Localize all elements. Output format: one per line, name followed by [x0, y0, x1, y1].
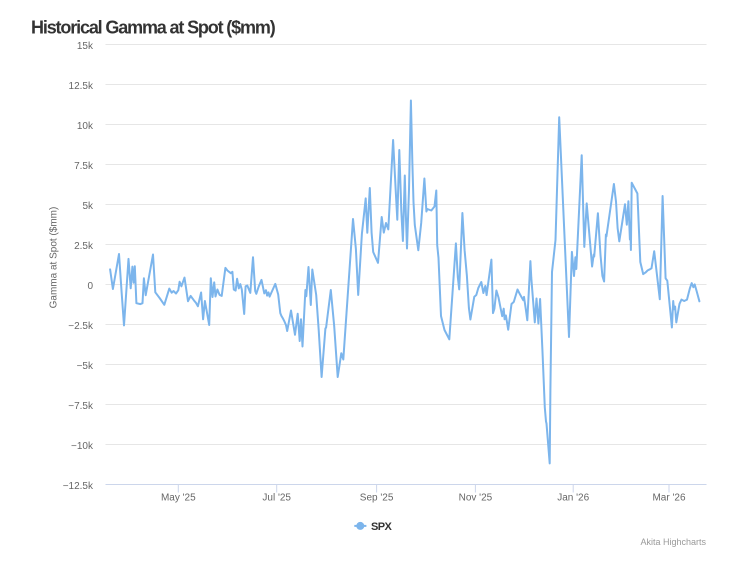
svg-text:12.5k: 12.5k: [69, 81, 94, 92]
svg-text:2.5k: 2.5k: [74, 241, 94, 252]
svg-text:Nov '25: Nov '25: [459, 493, 493, 504]
svg-text:0: 0: [87, 281, 93, 292]
svg-text:−5k: −5k: [77, 361, 94, 372]
svg-text:Jul '25: Jul '25: [262, 493, 291, 504]
svg-text:Gamma at Spot ($mm): Gamma at Spot ($mm): [49, 207, 60, 309]
svg-text:SPX: SPX: [371, 521, 392, 533]
svg-text:−2.5k: −2.5k: [68, 321, 94, 332]
svg-text:−10k: −10k: [71, 441, 94, 452]
svg-text:15k: 15k: [77, 41, 94, 52]
svg-text:7.5k: 7.5k: [74, 161, 94, 172]
svg-text:Historical Gamma at Spot ($mm): Historical Gamma at Spot ($mm): [31, 18, 276, 38]
svg-text:−12.5k: −12.5k: [63, 481, 94, 492]
svg-text:5k: 5k: [82, 201, 94, 212]
svg-text:Sep '25: Sep '25: [360, 493, 394, 504]
svg-text:Mar '26: Mar '26: [652, 493, 685, 504]
svg-text:May '25: May '25: [161, 493, 196, 504]
svg-text:Akita Highcharts: Akita Highcharts: [640, 537, 706, 547]
svg-text:−7.5k: −7.5k: [68, 401, 94, 412]
svg-text:10k: 10k: [77, 121, 94, 132]
svg-text:Jan '26: Jan '26: [557, 493, 589, 504]
